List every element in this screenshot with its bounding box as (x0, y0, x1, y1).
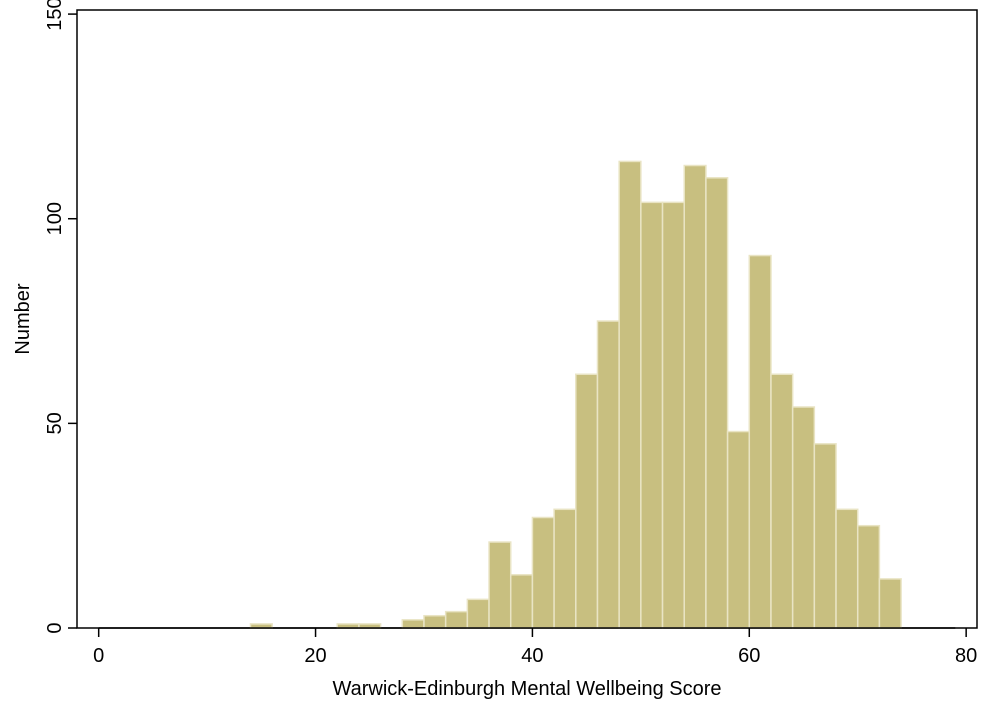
histogram-bar (466, 598, 490, 629)
histogram-bar (509, 574, 534, 629)
histogram-bar (553, 508, 577, 629)
histogram-bar (748, 254, 772, 629)
y-axis-title: Number (12, 283, 34, 354)
y-tick-label: 0 (44, 622, 66, 633)
x-tick-label: 0 (93, 645, 104, 667)
histogram-bar (531, 516, 555, 629)
x-tick-label: 20 (304, 645, 326, 667)
histogram-bar (618, 160, 642, 629)
histogram-bar (835, 508, 859, 629)
histogram-bar (791, 406, 816, 629)
histogram-bar (444, 610, 469, 629)
y-tick-label: 100 (44, 202, 66, 235)
y-tick-label: 150 (44, 0, 66, 31)
histogram-bar (683, 164, 707, 629)
x-tick-label: 40 (521, 645, 543, 667)
histogram-bar (813, 443, 837, 629)
y-tick-label: 50 (44, 412, 66, 434)
histogram-bar (640, 201, 664, 629)
y-axis: 0 50 100 150 (44, 0, 77, 634)
histogram-bar (661, 201, 685, 629)
histogram-bar (575, 373, 599, 629)
x-axis-title: Warwick-Edinburgh Mental Wellbeing Score (332, 678, 721, 700)
histogram-bar (770, 373, 794, 629)
bars-group (98, 160, 956, 629)
histogram-bar (488, 541, 512, 629)
histogram-bar (878, 578, 902, 629)
histogram-bar (705, 177, 729, 629)
histogram-bar (401, 619, 425, 629)
histogram-bar (726, 430, 751, 629)
x-axis: 0 20 40 60 80 (93, 628, 977, 667)
x-tick-label: 80 (955, 645, 977, 667)
histogram-bar (423, 614, 447, 629)
x-tick-label: 60 (738, 645, 760, 667)
histogram-bar (596, 320, 620, 629)
histogram-bar (856, 524, 881, 629)
